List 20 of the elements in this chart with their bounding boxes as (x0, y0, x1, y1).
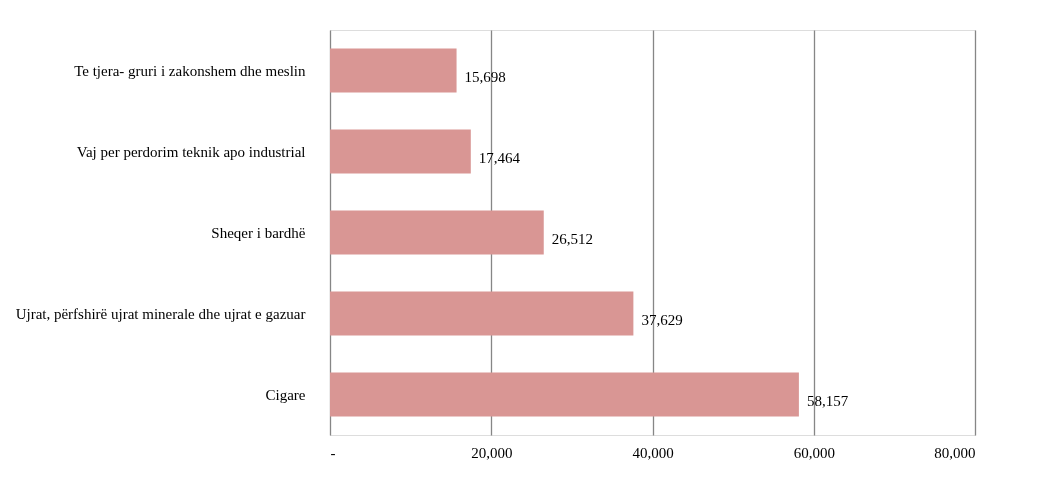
data-label: 58,157 (806, 392, 849, 409)
data-label: 15,698 (464, 68, 506, 85)
x-tick-label: - (330, 444, 336, 461)
x-tick-label: 20,000 (471, 444, 513, 461)
data-label: 26,512 (551, 230, 593, 247)
bar (330, 291, 634, 336)
y-tick-label: Te tjera- gruri i zakonshem dhe meslin (74, 62, 306, 79)
data-label: 37,629 (641, 311, 683, 328)
x-tick-label: 60,000 (793, 444, 835, 461)
data-label: 17,464 (478, 149, 521, 166)
bar (330, 48, 457, 93)
y-tick-label: Cigare (265, 386, 306, 403)
y-tick-label: Sheqer i bardhë (211, 224, 306, 241)
x-tick-label: 80,000 (934, 444, 976, 461)
y-tick-label: Vaj per perdorim teknik apo industrial (76, 143, 306, 160)
bar (330, 372, 799, 417)
bar (330, 129, 471, 174)
y-tick-label: Ujrat, përfshirë ujrat minerale dhe ujrat e gazuar (15, 305, 306, 322)
bar (330, 210, 544, 255)
x-tick-label: 40,000 (632, 444, 674, 461)
